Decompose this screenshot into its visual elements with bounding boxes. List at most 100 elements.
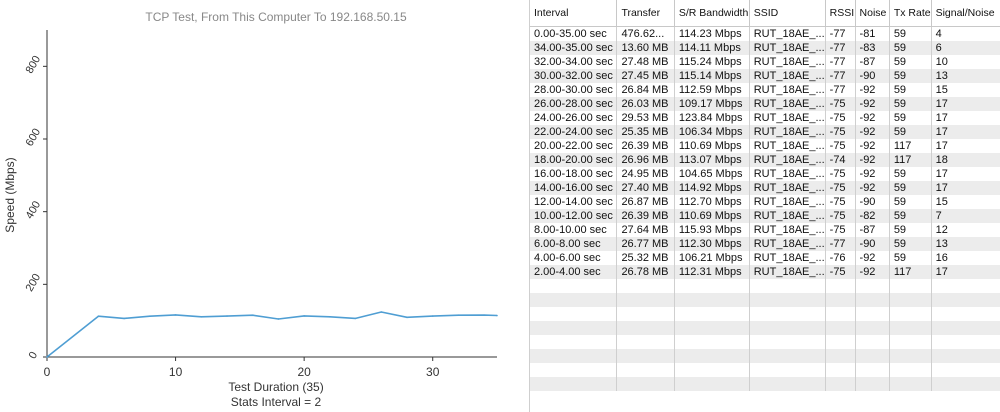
empty-cell	[616, 279, 675, 293]
table-row[interactable]: 34.00-35.00 sec 13.60 MB 114.11 Mbps RUT_18…	[530, 41, 1000, 55]
table-row[interactable]: 10.00-12.00 sec 26.39 MB 110.69 Mbps RUT_18…	[530, 209, 1000, 223]
table-cell: 110.69 Mbps	[674, 209, 750, 223]
table-cell: -92	[855, 111, 890, 125]
table-row[interactable]: 16.00-18.00 sec 24.95 MB 104.65 Mbps RUT_18…	[530, 167, 1000, 181]
table-cell: 17	[931, 125, 1000, 139]
table-cell: 59	[889, 55, 932, 69]
empty-cell	[530, 307, 618, 321]
table-cell: -75	[825, 125, 856, 139]
empty-cell	[749, 335, 826, 349]
empty-cell	[616, 307, 675, 321]
speed-line	[46, 311, 498, 358]
table-cell: 26.87 MB	[616, 195, 675, 209]
table-row[interactable]: 32.00-34.00 sec 27.48 MB 115.24 Mbps RUT_18…	[530, 55, 1000, 69]
table-row[interactable]: 6.00-8.00 sec 26.77 MB 112.30 Mbps RUT_18AE…	[530, 237, 1000, 251]
table-row[interactable]: 2.00-4.00 sec 26.78 MB 112.31 Mbps RUT_18AE…	[530, 265, 1000, 279]
table-cell: 8.00-10.00 sec	[530, 223, 618, 237]
column-header-ssid[interactable]: SSID	[749, 0, 826, 27]
data-point	[406, 316, 408, 319]
column-header-rssi[interactable]: RSSI	[825, 0, 856, 27]
empty-cell	[889, 279, 932, 293]
chart-axes	[46, 30, 497, 358]
empty-cell	[616, 293, 675, 307]
empty-row	[530, 377, 1000, 391]
table-row[interactable]: 14.00-16.00 sec 27.40 MB 114.92 Mbps RUT_18…	[530, 181, 1000, 195]
y-axis-label: Speed (Mbps)	[3, 157, 17, 232]
x-tick-label: 10	[169, 365, 183, 379]
column-header-transfer[interactable]: Transfer	[616, 0, 675, 27]
empty-cell	[825, 307, 856, 321]
table-cell: -87	[855, 223, 890, 237]
table-cell: 59	[889, 97, 932, 111]
x-axis-label: Test Duration (35)	[228, 380, 323, 394]
table-row[interactable]: 4.00-6.00 sec 25.32 MB 106.21 Mbps RUT_18AE…	[530, 251, 1000, 265]
table-cell: RUT_18AE_...	[749, 69, 826, 83]
empty-cell	[889, 349, 932, 363]
table-row[interactable]: 28.00-30.00 sec 26.84 MB 112.59 Mbps RUT_18…	[530, 83, 1000, 97]
table-cell: 22.00-24.00 sec	[530, 125, 618, 139]
empty-cell	[889, 307, 932, 321]
table-cell: 104.65 Mbps	[674, 167, 750, 181]
column-header-interval[interactable]: Interval	[530, 0, 618, 27]
empty-cell	[855, 321, 890, 335]
empty-cell	[674, 293, 750, 307]
column-header-s-r-bandwidth[interactable]: S/R Bandwidth	[674, 0, 750, 27]
table-cell: 26.78 MB	[616, 265, 675, 279]
table-cell: -90	[855, 195, 890, 209]
table-header-row: Interval Transfer S/R Bandwidth SSID RSSI Noi…	[530, 0, 1000, 27]
table-cell: 123.84 Mbps	[674, 111, 750, 125]
table-cell: 17	[931, 97, 1000, 111]
table-cell: 59	[889, 237, 932, 251]
table-cell: 59	[889, 209, 932, 223]
table-cell: -92	[855, 251, 890, 265]
data-point	[483, 314, 485, 316]
table-cell: RUT_18AE_...	[749, 195, 826, 209]
empty-cell	[931, 377, 1000, 391]
table-row[interactable]: 30.00-32.00 sec 27.45 MB 115.14 Mbps RUT_18…	[530, 69, 1000, 83]
table-cell: 114.11 Mbps	[674, 41, 750, 55]
table-cell: -75	[825, 181, 856, 195]
empty-cell	[530, 363, 618, 377]
data-point	[149, 315, 151, 317]
empty-row	[530, 321, 1000, 335]
empty-cell	[749, 349, 826, 363]
table-cell: 59	[889, 26, 932, 41]
empty-cell	[749, 363, 826, 377]
table-cell: 32.00-34.00 sec	[530, 55, 618, 69]
table-cell: 26.96 MB	[616, 153, 675, 167]
empty-cell	[749, 307, 826, 321]
table-cell: 2.00-4.00 sec	[530, 265, 618, 279]
table-cell: -77	[825, 237, 856, 251]
table-row[interactable]: 12.00-14.00 sec 26.87 MB 112.70 Mbps RUT_18…	[530, 195, 1000, 209]
table-row[interactable]: 22.00-24.00 sec 25.35 MB 106.34 Mbps RUT_18…	[530, 125, 1000, 139]
table-cell: RUT_18AE_...	[749, 251, 826, 265]
table-cell: -75	[825, 223, 856, 237]
table-cell: -81	[855, 26, 890, 41]
table-row[interactable]: 20.00-22.00 sec 26.39 MB 110.69 Mbps RUT_18…	[530, 139, 1000, 153]
column-header-signal-noise[interactable]: Signal/Noise	[931, 0, 1000, 27]
table-cell: -75	[825, 265, 856, 279]
table-cell: 59	[889, 41, 932, 55]
table-row[interactable]: 8.00-10.00 sec 27.64 MB 115.93 Mbps RUT_18A…	[530, 223, 1000, 237]
results-table-panel[interactable]: Interval Transfer S/R Bandwidth SSID RSSI Noi…	[529, 0, 1000, 412]
column-header-tx-rate[interactable]: Tx Rate	[889, 0, 932, 27]
table-cell: -75	[825, 195, 856, 209]
table-cell: 59	[889, 195, 932, 209]
data-point	[380, 311, 383, 313]
table-cell: -90	[855, 237, 890, 251]
table-row[interactable]: 18.00-20.00 sec 26.96 MB 113.07 Mbps RUT_18…	[530, 153, 1000, 167]
table-row[interactable]: 0.00-35.00 sec 476.62... 114.23 Mbps RUT_18…	[530, 26, 1000, 41]
table-cell: 59	[889, 111, 932, 125]
table-row[interactable]: 24.00-26.00 sec 29.53 MB 123.84 Mbps RUT_18…	[530, 111, 1000, 125]
empty-cell	[616, 377, 675, 391]
table-row[interactable]: 26.00-28.00 sec 26.03 MB 109.17 Mbps RUT_18…	[530, 97, 1000, 111]
data-point	[457, 314, 460, 316]
table-cell: -83	[855, 41, 890, 55]
data-point	[200, 315, 203, 318]
table-cell: 6.00-8.00 sec	[530, 237, 618, 251]
table-cell: -87	[855, 55, 890, 69]
table-cell: RUT_18AE_...	[749, 83, 826, 97]
column-header-noise[interactable]: Noise	[855, 0, 890, 27]
table-cell: 27.48 MB	[616, 55, 675, 69]
table-cell: 24.95 MB	[616, 167, 675, 181]
